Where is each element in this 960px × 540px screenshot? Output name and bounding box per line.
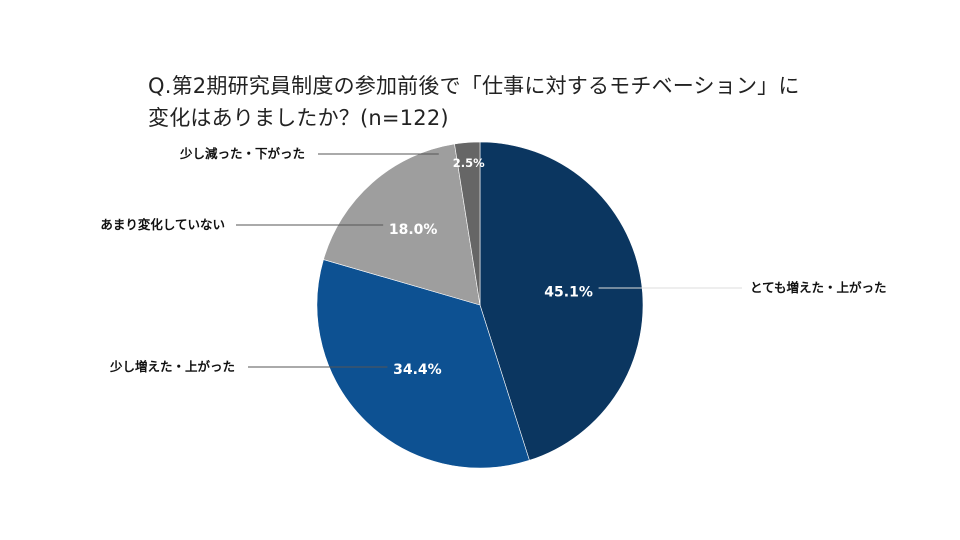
chart-title-line-2: 変化はありましたか？(n=122)	[148, 106, 449, 130]
data-label-very-increased: 45.1%	[544, 284, 593, 300]
data-label-slightly-increased: 34.4%	[393, 362, 442, 378]
pie-slice-very-increased	[479, 141, 644, 461]
pie-slice-slightly-decreased	[454, 141, 481, 306]
pie-slice-slightly-increased	[316, 259, 530, 469]
data-label-no-change: 18.0%	[389, 222, 438, 238]
category-label-very-increased: とても増えた・上がった	[750, 280, 887, 295]
leader-lines	[236, 153, 742, 368]
data-label-slightly-decreased: 2.5%	[453, 156, 485, 170]
chart-labels: 45.1% とても増えた・上がった 34.4% 少し増えた・上がった 18.0% あまり変…	[100, 146, 886, 378]
category-label-slightly-increased: 少し増えた・上がった	[109, 359, 235, 374]
category-label-no-change: あまり変化していない	[100, 217, 225, 232]
pie-slices	[316, 141, 644, 469]
category-label-slightly-decreased: 少し減った・下がった	[179, 146, 305, 161]
pie-slice-no-change	[323, 143, 481, 306]
chart-title-line-1: Q.第2期研究員制度の参加前後で「仕事に対するモチベーション」に	[148, 74, 800, 98]
